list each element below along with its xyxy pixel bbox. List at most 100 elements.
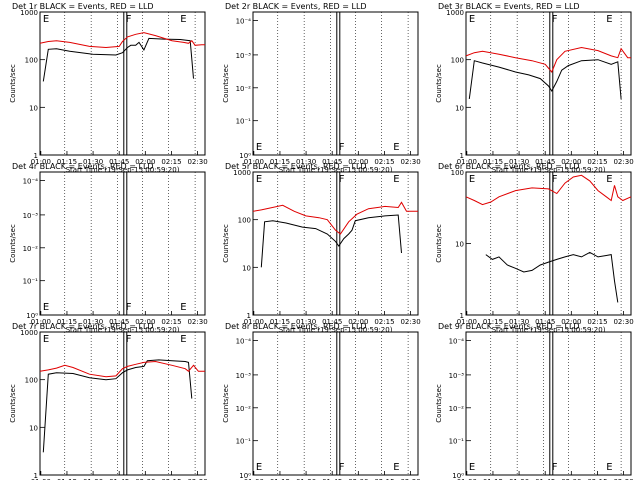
x-tick-label: 01:45 — [535, 478, 555, 480]
y-tick-label: 10⁻⁴ — [23, 178, 39, 186]
y-axis-label: Counts/sec — [222, 384, 230, 423]
y-tick-label: 10⁻⁴ — [236, 18, 252, 26]
series-line-events — [260, 214, 402, 268]
x-tick-label: 02:30 — [187, 318, 207, 326]
y-tick-label: 100 — [25, 57, 38, 65]
x-tick-label: 02:30 — [613, 318, 633, 326]
x-tick-label: 01:30 — [509, 318, 529, 326]
x-tick-label: 02:15 — [587, 478, 607, 480]
x-tick-label: 01:45 — [322, 158, 342, 166]
plot-frame — [252, 331, 419, 476]
x-tick-label: 01:45 — [322, 478, 342, 480]
marker-e: E — [606, 462, 612, 473]
x-tick-label: 01:30 — [509, 158, 529, 166]
series-line-events — [485, 251, 619, 303]
x-tick-label: 01:45 — [109, 318, 129, 326]
panel-det-1: Det 1r BLACK = Events, RED = LLD 01:00 01:… — [9, 2, 208, 174]
y-tick-label: 10⁰ — [239, 472, 251, 480]
x-tick-label: 02:00 — [348, 158, 368, 166]
panel-det-3: Det 3r BLACK = Events, RED = LLD 01:00 01:… — [435, 2, 634, 174]
y-tick-label: 1000 — [233, 169, 251, 177]
x-tick-label: 01:30 — [509, 478, 529, 480]
x-axis-label: Start Time (19-Sep-15 00:59:20) — [492, 166, 606, 174]
plot-frame — [465, 331, 632, 476]
x-tick-label: 02:15 — [161, 318, 181, 326]
series-line-lld — [465, 46, 631, 73]
x-tick-label: 02:30 — [400, 478, 420, 480]
marker-e: E — [469, 14, 475, 25]
marker-e: E — [606, 14, 612, 25]
x-tick-label: 01:15 — [57, 478, 77, 480]
x-tick-label: 01:15 — [270, 478, 290, 480]
x-tick-label: 01:30 — [83, 158, 103, 166]
x-tick-label: 02:15 — [587, 158, 607, 166]
panel-det-5: Det 5r BLACK = Events, RED = LLD 01:00 01:… — [222, 162, 421, 334]
x-tick-label: 02:15 — [374, 158, 394, 166]
marker-f: F — [552, 14, 558, 25]
x-tick-label: 01:30 — [296, 318, 316, 326]
panel-title: Det 5r BLACK = Events, RED = LLD — [225, 162, 367, 171]
panel-title: Det 9r BLACK = Events, RED = LLD — [438, 322, 580, 331]
x-tick-label: 02:30 — [400, 318, 420, 326]
series-line-lld — [39, 360, 205, 378]
marker-e: E — [180, 302, 186, 313]
x-tick-label: 01:45 — [322, 318, 342, 326]
y-tick-label: 10⁻² — [23, 245, 39, 253]
marker-e: E — [43, 334, 49, 345]
x-tick-label: 01:30 — [83, 318, 103, 326]
marker-e: E — [43, 14, 49, 25]
marker-f: F — [552, 462, 558, 473]
panel-det-6: Det 6r BLACK = Events, RED = LLD 01:00 01:… — [435, 162, 634, 334]
x-tick-label: 01:15 — [57, 318, 77, 326]
x-tick-label: 02:30 — [187, 158, 207, 166]
panel-det-9: Det 9r BLACK = Events, RED = LLD 01:00 01:… — [435, 322, 634, 480]
panel-det-4: Det 4r BLACK = Events, RED = LLD 01:00 01:… — [9, 162, 208, 334]
x-tick-label: 01:45 — [109, 478, 129, 480]
y-tick-label: 10⁰ — [452, 472, 464, 480]
panel-det-7: Det 7r BLACK = Events, RED = LLD 01:00 01:… — [9, 322, 208, 480]
y-axis-label: Counts/sec — [9, 64, 17, 103]
x-axis-label: Start Time (19-Sep-15 00:59:20) — [492, 326, 606, 334]
y-tick-label: 1 — [247, 312, 251, 320]
x-tick-label: 02:30 — [613, 158, 633, 166]
plot-frame — [252, 171, 419, 316]
y-tick-label: 1 — [34, 152, 38, 160]
series-line-events — [42, 37, 194, 82]
panel-title: Det 4r BLACK = Events, RED = LLD — [12, 162, 154, 171]
x-tick-label: 02:15 — [374, 318, 394, 326]
x-tick-label: 02:15 — [374, 478, 394, 480]
y-tick-label: 10⁻³ — [236, 52, 252, 60]
x-tick-label: 01:00 — [31, 478, 51, 480]
y-tick-label: 10⁻⁴ — [236, 338, 252, 346]
y-axis-label: Counts/sec — [435, 224, 443, 263]
marker-e: E — [469, 174, 475, 185]
series-line-events — [468, 59, 622, 99]
marker-f: F — [126, 14, 132, 25]
y-tick-label: 10 — [455, 241, 464, 249]
panel-title: Det 6r BLACK = Events, RED = LLD — [438, 162, 580, 171]
series-line-lld — [252, 201, 418, 235]
x-tick-label: 02:30 — [400, 158, 420, 166]
x-tick-label: 01:15 — [483, 478, 503, 480]
x-axis-label: Start Time (19-Sep-15 00:59:20) — [66, 326, 180, 334]
y-tick-label: 1000 — [20, 329, 38, 337]
x-tick-label: 01:00 — [457, 318, 477, 326]
x-tick-label: 01:30 — [296, 158, 316, 166]
y-tick-label: 100 — [238, 217, 251, 225]
x-tick-label: 02:00 — [348, 478, 368, 480]
x-tick-label: 02:00 — [561, 478, 581, 480]
panel-title: Det 7r BLACK = Events, RED = LLD — [12, 322, 154, 331]
x-tick-label: 01:15 — [483, 158, 503, 166]
x-tick-label: 01:00 — [31, 318, 51, 326]
plot-frame — [39, 171, 206, 316]
marker-f: F — [552, 174, 558, 185]
panel-title: Det 2r BLACK = Events, RED = LLD — [225, 2, 367, 11]
plot-frame — [252, 11, 419, 156]
x-tick-label: 01:45 — [535, 158, 555, 166]
y-tick-label: 1000 — [446, 9, 464, 17]
panel-title: Det 1r BLACK = Events, RED = LLD — [12, 2, 154, 11]
panel-title: Det 8r BLACK = Events, RED = LLD — [225, 322, 367, 331]
y-axis-label: Counts/sec — [222, 64, 230, 103]
x-tick-label: 01:00 — [31, 158, 51, 166]
